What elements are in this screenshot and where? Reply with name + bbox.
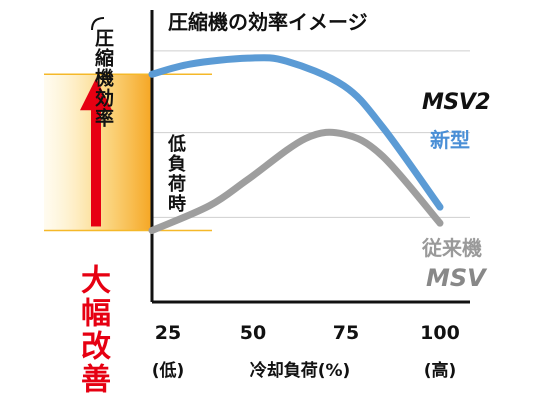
legend-name-new: 新型 [430, 128, 470, 152]
x-tick-100: 100 [420, 322, 460, 344]
series-line-new [148, 54, 444, 211]
improvement-arrow-shaft [91, 108, 101, 227]
y-axis-label-text: 圧縮機効率 [92, 28, 114, 128]
big-improvement-label: 大幅改善 [75, 264, 110, 396]
y-label-paren-top [91, 17, 105, 31]
legend-name-old: 従来機 [422, 236, 482, 260]
x-tick-25-sub: (低) [151, 361, 185, 381]
improvement-arrow-head [80, 78, 112, 111]
x-tick-50: 50 [239, 322, 267, 344]
chart-title: 圧縮機の効率イメージ [168, 10, 368, 34]
x-tick-25: 25 [154, 322, 182, 344]
legend-model-msv2: MSV2 [422, 90, 491, 115]
series-line-old [148, 128, 444, 234]
x-axis-label: 冷却負荷(%) [249, 361, 351, 381]
y-axis-label: 圧縮機効率 [92, 28, 114, 128]
x-tick-100-sub: (高) [423, 361, 457, 381]
low-load-label: 低負荷時 [165, 134, 186, 214]
x-tick-75: 75 [332, 322, 360, 344]
legend-model-msv: MSV [426, 264, 486, 292]
